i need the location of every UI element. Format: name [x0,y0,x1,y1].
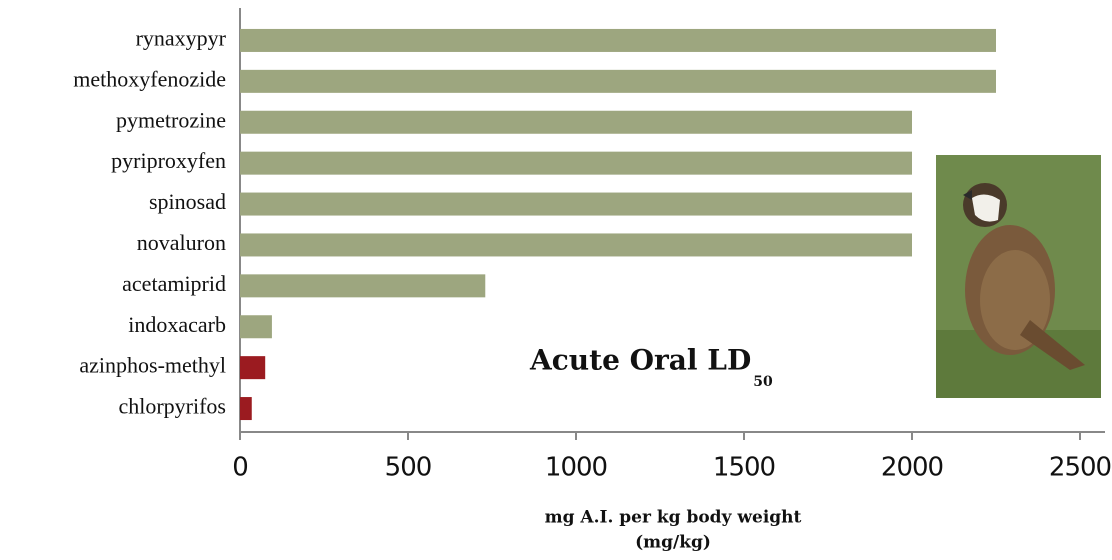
x-tick-label: 0 [232,453,248,483]
x-tick-label: 1500 [713,453,775,483]
bar [240,110,912,134]
chart-title: Acute Oral LD [529,344,751,377]
y-tick-label: rynaxypyr [136,25,227,50]
bar [240,69,996,93]
x-tick-label: 2000 [881,453,943,483]
y-tick-label: acetamiprid [122,271,226,296]
title-subscript: 50 [753,374,773,390]
y-tick-label: pyriproxyfen [111,148,226,173]
bar [240,274,486,298]
y-tick-label: indoxacarb [128,312,226,337]
bar [240,233,912,257]
bar [240,192,912,216]
bar [240,356,266,380]
bar [240,151,912,175]
bird-photo [936,155,1101,398]
y-tick-label: azinphos-methyl [79,353,226,378]
y-tick-label: chlorpyrifos [118,394,226,419]
y-tick-label: novaluron [137,230,226,255]
bar [240,315,272,339]
bar [240,397,252,421]
x-tick-label: 500 [385,453,432,483]
x-tick-label: 1000 [545,453,607,483]
x-tick-label: 2500 [1049,453,1111,483]
y-tick-label: methoxyfenozide [73,66,226,91]
y-tick-label: pymetrozine [116,107,226,132]
x-axis-label: (mg/kg) [635,533,711,553]
bar [240,28,996,52]
x-axis-label: mg A.I. per kg body weight [545,508,802,528]
y-tick-label: spinosad [149,189,226,214]
